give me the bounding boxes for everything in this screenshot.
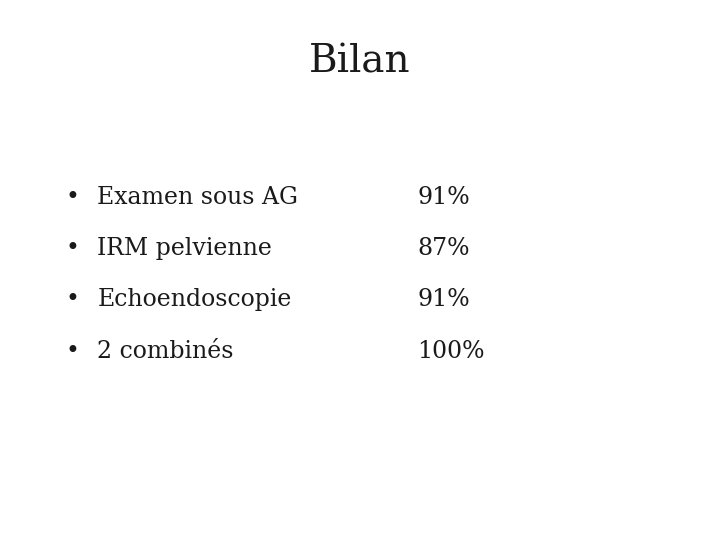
Text: 91%: 91% [418, 288, 470, 311]
Text: Examen sous AG: Examen sous AG [97, 186, 298, 208]
Text: IRM pelvienne: IRM pelvienne [97, 237, 272, 260]
Text: 100%: 100% [418, 340, 485, 362]
Text: •: • [65, 288, 79, 311]
Text: 91%: 91% [418, 186, 470, 208]
Text: 2 combinés: 2 combinés [97, 340, 234, 362]
Text: Bilan: Bilan [309, 43, 411, 80]
Text: •: • [65, 340, 79, 362]
Text: •: • [65, 186, 79, 208]
Text: Echoendoscopie: Echoendoscopie [97, 288, 292, 311]
Text: •: • [65, 237, 79, 260]
Text: 87%: 87% [418, 237, 470, 260]
